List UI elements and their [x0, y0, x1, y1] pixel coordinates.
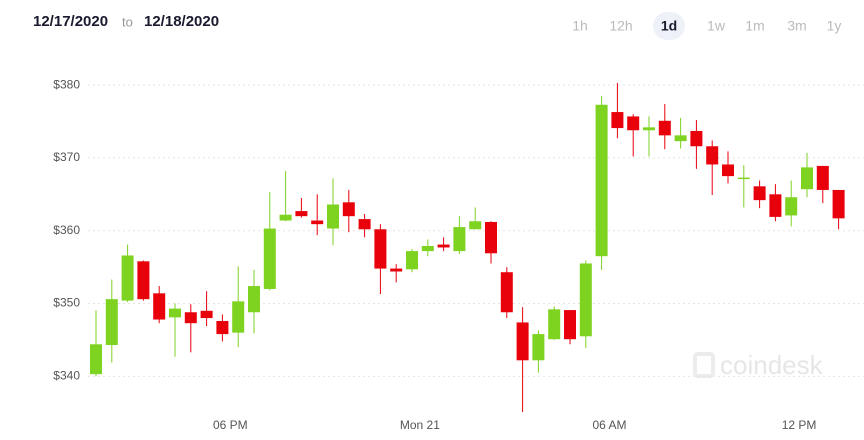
candle-body [801, 167, 813, 190]
candle-body [769, 194, 782, 217]
candle-body [832, 189, 845, 219]
candle-body [248, 286, 260, 313]
candle-body [485, 221, 497, 254]
candle-body [690, 130, 703, 147]
candle-body [453, 227, 466, 252]
range-button[interactable]: 3m [787, 18, 806, 34]
candle-body [169, 308, 181, 318]
candle-body [105, 299, 118, 346]
range-button[interactable]: 1d [661, 18, 677, 34]
candle-body [658, 120, 671, 136]
candle-body [327, 204, 339, 229]
candle-body [374, 229, 387, 269]
candle-body [437, 244, 450, 248]
candle-body [532, 334, 545, 361]
y-tick-label: $360 [53, 223, 80, 237]
range-button[interactable]: 1h [572, 18, 588, 34]
watermark-text: coindesk [720, 350, 824, 380]
y-tick-label: $350 [53, 296, 80, 310]
candle-body [785, 197, 798, 216]
candle-body [674, 135, 687, 142]
candle-body [737, 177, 750, 180]
candle-body [643, 127, 655, 131]
candle-body [295, 211, 308, 217]
x-tick-label: Mon 21 [400, 418, 440, 432]
candle-body [579, 263, 592, 337]
candle-body [358, 219, 371, 230]
candle-body [753, 186, 766, 201]
candle-body [500, 272, 513, 313]
y-tick-label: $380 [53, 77, 80, 91]
candle-body [516, 322, 529, 361]
watermark: coindesk [693, 350, 824, 380]
candle-body [263, 228, 276, 289]
candle-body [311, 220, 324, 225]
candle-body [611, 112, 624, 129]
candle-body [595, 104, 608, 257]
candle-body [722, 164, 734, 177]
candle-body [627, 116, 640, 131]
candle-body [137, 261, 150, 300]
candle-body [232, 301, 245, 333]
range-button[interactable]: 12h [609, 18, 632, 34]
candle-body [469, 221, 482, 230]
candle-body [548, 309, 561, 340]
candle-body [564, 310, 576, 340]
end-date: 12/18/2020 [144, 13, 219, 30]
x-tick-label: 06 AM [592, 418, 626, 432]
start-date: 12/17/2020 [33, 13, 108, 30]
candle-body [390, 268, 403, 272]
candle-body [816, 165, 829, 190]
candle-body [153, 293, 166, 320]
x-tick-label: 12 PM [782, 418, 817, 432]
candle-body [406, 251, 418, 270]
y-tick-label: $370 [53, 150, 80, 164]
candle-body [200, 310, 213, 319]
candle-body [184, 312, 197, 324]
range-button[interactable]: 1w [707, 18, 726, 34]
watermark-icon [693, 352, 715, 378]
candle-body [90, 344, 102, 375]
x-tick-label: 06 PM [213, 418, 248, 432]
y-tick-label: $340 [53, 368, 80, 382]
date-separator: to [122, 14, 133, 29]
candle-body [121, 255, 134, 301]
range-active-bg [653, 12, 685, 40]
candle-body [342, 202, 355, 217]
range-button[interactable]: 1y [827, 18, 842, 34]
candle-body [706, 146, 719, 165]
range-button[interactable]: 1m [745, 18, 764, 34]
candle-body [216, 320, 229, 335]
candle-body [421, 246, 434, 252]
candle-body [279, 214, 292, 221]
